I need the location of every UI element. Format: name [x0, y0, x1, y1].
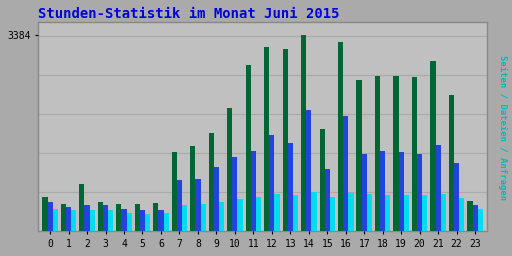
Bar — [467, 201, 473, 231]
Bar — [121, 209, 126, 231]
Bar — [422, 195, 428, 231]
Bar — [232, 157, 238, 231]
Bar — [264, 47, 269, 231]
Bar — [393, 76, 399, 231]
Bar — [256, 197, 261, 231]
Bar — [135, 204, 140, 231]
Bar — [459, 198, 464, 231]
Bar — [412, 77, 417, 231]
Bar — [103, 205, 108, 231]
Bar — [436, 145, 441, 231]
Bar — [116, 204, 121, 231]
Bar — [330, 197, 335, 231]
Bar — [375, 76, 380, 231]
Bar — [431, 61, 436, 231]
Bar — [399, 152, 404, 231]
Bar — [306, 110, 311, 231]
Bar — [238, 199, 243, 231]
Bar — [214, 167, 219, 231]
Bar — [61, 204, 66, 231]
Bar — [84, 205, 90, 231]
Bar — [311, 193, 316, 231]
Bar — [288, 143, 293, 231]
Bar — [338, 42, 343, 231]
Bar — [140, 210, 145, 231]
Bar — [246, 65, 251, 231]
Bar — [283, 49, 288, 231]
Bar — [386, 195, 391, 231]
Bar — [348, 193, 353, 231]
Bar — [190, 146, 196, 231]
Bar — [108, 210, 113, 231]
Bar — [177, 180, 182, 231]
Bar — [449, 95, 454, 231]
Bar — [145, 214, 150, 231]
Bar — [251, 151, 256, 231]
Bar — [441, 194, 446, 231]
Bar — [209, 133, 214, 231]
Bar — [454, 163, 459, 231]
Bar — [269, 135, 274, 231]
Bar — [153, 203, 158, 231]
Bar — [66, 207, 71, 231]
Bar — [158, 210, 163, 231]
Bar — [196, 179, 201, 231]
Text: Stunden-Statistik im Monat Juni 2015: Stunden-Statistik im Monat Juni 2015 — [38, 7, 339, 21]
Bar — [163, 214, 169, 231]
Bar — [227, 108, 232, 231]
Bar — [53, 209, 58, 231]
Bar — [293, 195, 298, 231]
Bar — [343, 116, 348, 231]
Bar — [79, 184, 84, 231]
Text: Seiten / Dateien / Anfragen: Seiten / Dateien / Anfragen — [498, 56, 507, 200]
Bar — [319, 129, 325, 231]
Bar — [274, 194, 280, 231]
Bar — [219, 202, 224, 231]
Bar — [71, 210, 76, 231]
Bar — [201, 204, 206, 231]
Bar — [48, 202, 53, 231]
Bar — [42, 197, 48, 231]
Bar — [301, 35, 306, 231]
Bar — [325, 169, 330, 231]
Bar — [404, 195, 409, 231]
Bar — [126, 214, 132, 231]
Bar — [90, 210, 95, 231]
Bar — [478, 209, 483, 231]
Bar — [417, 154, 422, 231]
Bar — [172, 152, 177, 231]
Bar — [380, 151, 386, 231]
Bar — [98, 202, 103, 231]
Bar — [473, 205, 478, 231]
Bar — [367, 194, 372, 231]
Bar — [361, 154, 367, 231]
Bar — [356, 80, 361, 231]
Bar — [182, 205, 187, 231]
